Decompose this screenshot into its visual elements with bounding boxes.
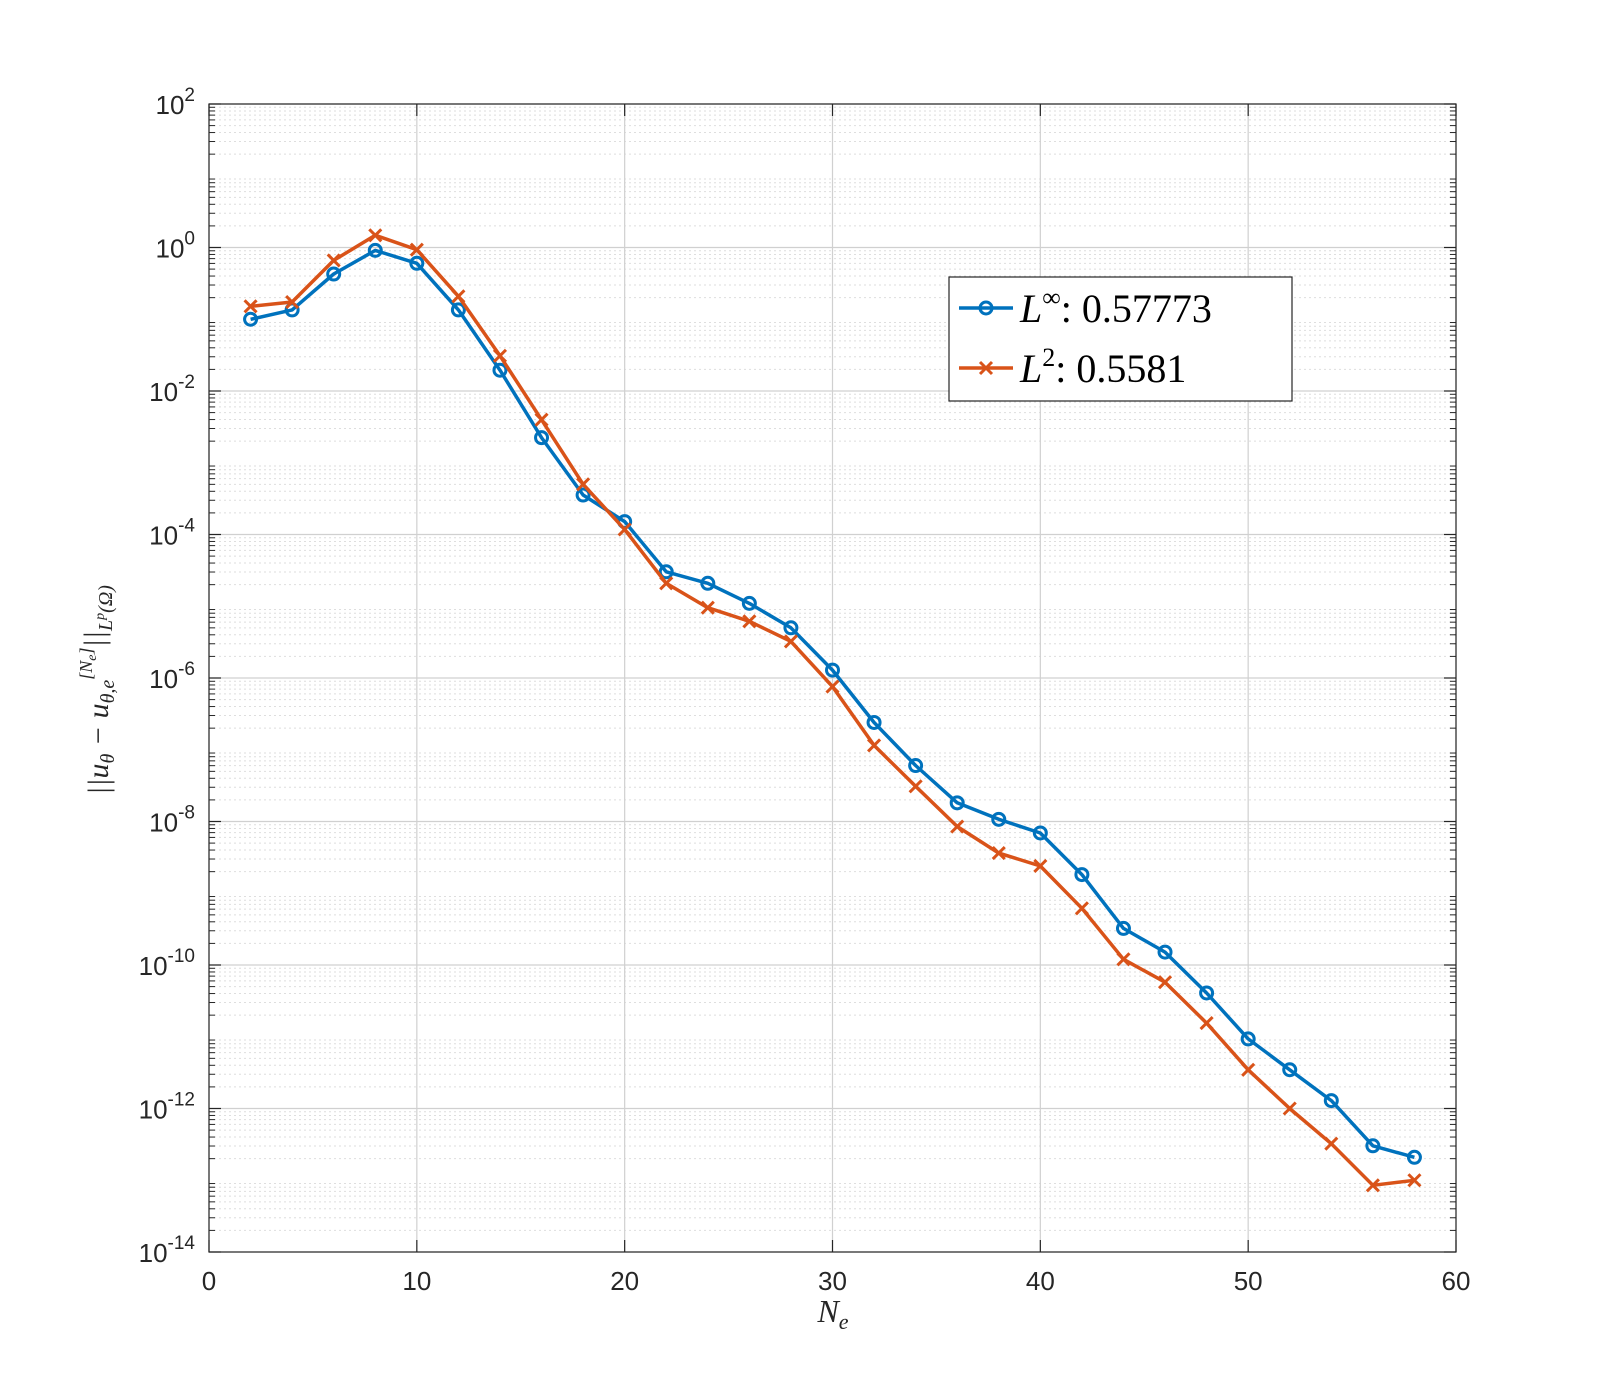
y-tick-label: 10-12 <box>139 1090 195 1125</box>
data-point <box>1282 1101 1297 1116</box>
data-point <box>825 662 840 678</box>
x-tick-label: 60 <box>1442 1266 1471 1296</box>
data-point <box>1407 1173 1422 1188</box>
y-tick-label: 10-2 <box>149 372 195 407</box>
data-point <box>326 266 342 282</box>
series-linf <box>243 242 1422 1165</box>
data-point <box>409 255 425 271</box>
data-point <box>1406 1149 1422 1165</box>
data-point <box>367 242 383 258</box>
data-point <box>243 299 258 314</box>
y-tick-label: 10-6 <box>149 659 195 694</box>
data-point <box>576 477 591 492</box>
legend-sup-linf: ∞ <box>1042 283 1061 312</box>
legend-marker-linf <box>978 300 994 316</box>
data-point <box>700 600 715 615</box>
legend-marker-l2 <box>978 360 994 376</box>
legend-value-l2: : 0.5581 <box>1055 346 1186 391</box>
legend-label-l2: L2: 0.5581 <box>1019 343 1186 391</box>
y-tick-label: 10-4 <box>149 516 195 551</box>
data-point <box>1074 901 1089 916</box>
y-tick-label: 102 <box>156 85 196 120</box>
data-point <box>950 819 965 834</box>
x-tick-label: 0 <box>202 1266 216 1296</box>
data-point <box>867 738 882 753</box>
data-point <box>1282 1062 1298 1078</box>
data-point <box>908 758 924 774</box>
legend-box <box>948 276 1293 402</box>
data-point <box>1241 1062 1256 1077</box>
data-point <box>409 242 424 257</box>
data-point <box>1157 944 1173 960</box>
data-point <box>243 311 259 327</box>
data-point <box>949 795 965 811</box>
data-point <box>575 487 591 503</box>
legend-label-linf: L∞: 0.57773 <box>1019 283 1212 331</box>
data-point <box>1157 975 1173 990</box>
y-tick-label: 10-8 <box>149 803 195 838</box>
y-tick-label: 10-14 <box>139 1233 196 1268</box>
data-point <box>450 302 466 318</box>
data-point <box>1074 867 1090 883</box>
axis-ticks <box>208 103 1457 1253</box>
data-point <box>451 289 466 304</box>
legend-sup-l2: 2 <box>1042 343 1055 372</box>
series-l2 <box>243 228 1422 1193</box>
data-point <box>825 679 840 694</box>
data-point <box>492 362 508 378</box>
data-point <box>1116 952 1131 967</box>
series-line <box>250 248 1415 1159</box>
data-point <box>534 430 550 446</box>
data-point <box>534 412 549 427</box>
data-point <box>1365 1178 1380 1193</box>
y-tick-label: 10-10 <box>139 946 195 981</box>
data-point <box>1240 1031 1256 1047</box>
data-point <box>991 846 1006 861</box>
legend-value-linf: : 0.57773 <box>1061 286 1212 331</box>
data-point <box>492 348 508 363</box>
data-point <box>1115 920 1131 936</box>
data-point <box>991 811 1007 827</box>
data-point <box>741 595 757 611</box>
x-tick-label: 10 <box>402 1266 431 1296</box>
x-tick-label: 50 <box>1234 1266 1263 1296</box>
data-point <box>1323 1093 1339 1109</box>
data-point <box>326 253 341 268</box>
data-point <box>783 620 799 636</box>
data-point <box>1199 1016 1214 1031</box>
x-tick-label: 20 <box>610 1266 639 1296</box>
legend-entry-l2: L2: 0.5581 <box>959 343 1186 391</box>
data-point <box>658 564 674 580</box>
data-point <box>1324 1136 1339 1151</box>
data-point <box>700 575 716 591</box>
data-point <box>617 522 632 537</box>
y-tick-labels: 102 100 10-2 10-4 10-6 10-8 10-10 10-12 10-14 <box>139 85 196 1268</box>
y-tick-label: 100 <box>156 229 196 264</box>
legend-base-linf: L <box>1019 286 1042 331</box>
data-point <box>783 634 798 649</box>
data-point <box>368 228 383 243</box>
data-point <box>742 614 757 629</box>
data-point <box>1199 985 1215 1001</box>
data-point <box>908 779 923 794</box>
legend: L∞: 0.57773 L2: 0.5581 <box>948 276 1293 402</box>
x-tick-labels: 0 10 20 30 40 50 60 <box>202 1266 1471 1296</box>
data-point <box>1365 1138 1381 1154</box>
x-tick-label: 40 <box>1026 1266 1055 1296</box>
series-layer <box>243 228 1422 1193</box>
data-point <box>285 294 300 310</box>
data-point <box>1033 858 1048 874</box>
data-point <box>659 576 674 591</box>
legend-entry-linf: L∞: 0.57773 <box>959 283 1212 331</box>
x-tick-label: 30 <box>818 1266 847 1296</box>
data-point <box>1032 825 1048 841</box>
data-point <box>866 714 882 730</box>
legend-base-l2: L <box>1019 346 1042 391</box>
